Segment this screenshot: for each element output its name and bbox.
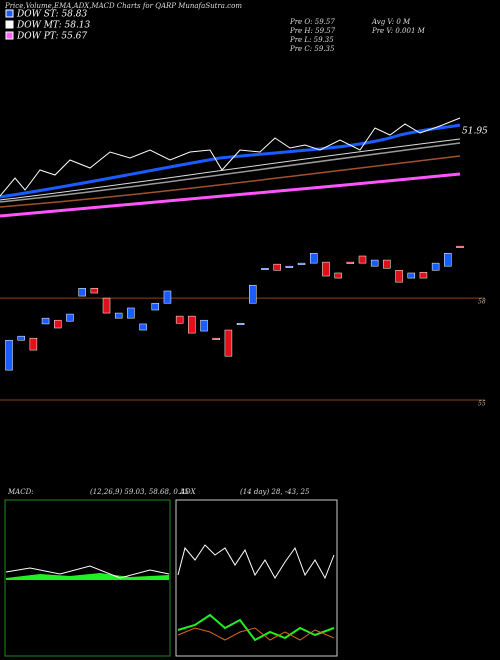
- candle: [334, 272, 342, 279]
- candle: [444, 253, 452, 267]
- candle: [200, 319, 208, 332]
- legend-swatch: [5, 9, 14, 18]
- y-tick-label: 55: [478, 401, 486, 408]
- chart-title: Price,Volume,EMA,ADX,MACD Charts for QAR…: [4, 2, 242, 10]
- candle: [358, 255, 367, 264]
- candle: [114, 312, 123, 319]
- legend-label: DOW MT: 58.13: [16, 21, 91, 31]
- candle: [102, 297, 111, 314]
- adx-values: (14 day) 28, -43, 25: [240, 488, 310, 496]
- info-text: Pre C: 59.35: [289, 45, 335, 53]
- candle: [249, 284, 257, 304]
- candle: [273, 263, 281, 271]
- candle: [407, 272, 415, 279]
- adx-line: [177, 544, 335, 580]
- candle: [17, 335, 25, 341]
- macd-values: (12,26,9) 59.03, 58.68, 0.35: [90, 488, 190, 496]
- candle: [322, 261, 330, 277]
- legend-label: DOW ST: 58.83: [16, 10, 87, 20]
- candle: [139, 323, 147, 331]
- macd-line: [5, 565, 170, 579]
- candle: [151, 302, 160, 311]
- di-minus: [177, 627, 335, 641]
- candle: [419, 272, 428, 279]
- candle: [346, 261, 355, 264]
- candle: [54, 319, 62, 329]
- ema-label: 51.95: [462, 127, 488, 137]
- candle: [383, 259, 391, 269]
- info-text: Pre H: 59.57: [289, 27, 336, 35]
- candle: [90, 288, 99, 294]
- candle: [395, 270, 403, 283]
- candle: [29, 337, 38, 351]
- candle: [261, 267, 269, 270]
- adx-label: ADX: [179, 488, 197, 496]
- candle: [175, 315, 184, 324]
- ema-lines: [0, 117, 461, 218]
- candle: [370, 259, 379, 267]
- candle: [431, 262, 440, 271]
- candle: [297, 262, 306, 265]
- info-text: Pre O: 59.57: [289, 18, 335, 26]
- info-text: Pre L: 59.35: [289, 36, 334, 44]
- candle: [127, 307, 135, 319]
- candle: [309, 253, 318, 264]
- candle: [163, 290, 172, 304]
- candle: [41, 317, 50, 325]
- y-tick-label: 58: [478, 299, 486, 306]
- legend-label: DOW PT: 55.67: [16, 32, 87, 42]
- candle: [78, 288, 86, 297]
- candle: [188, 315, 196, 334]
- candle: [236, 323, 245, 326]
- macd-label: MACD:: [7, 488, 34, 496]
- legend-swatch: [5, 20, 14, 29]
- candle: [5, 339, 13, 371]
- legend-swatch: [5, 31, 14, 40]
- candle: [285, 265, 294, 268]
- info: Pre O: 59.57 Pre H: 59.57 Pre L: 59.35 P…: [289, 18, 426, 53]
- macd-panel: [4, 499, 171, 657]
- candle: [224, 329, 233, 357]
- candle: [456, 245, 464, 248]
- adx-panel: [175, 499, 338, 657]
- info-text: Avg V: 0 M: [371, 18, 411, 26]
- candle: [66, 313, 74, 322]
- macd-hist: [6, 573, 169, 580]
- di-plus: [177, 613, 335, 642]
- candle: [212, 337, 220, 340]
- info-text: Pre V: 0.001 M: [371, 27, 426, 35]
